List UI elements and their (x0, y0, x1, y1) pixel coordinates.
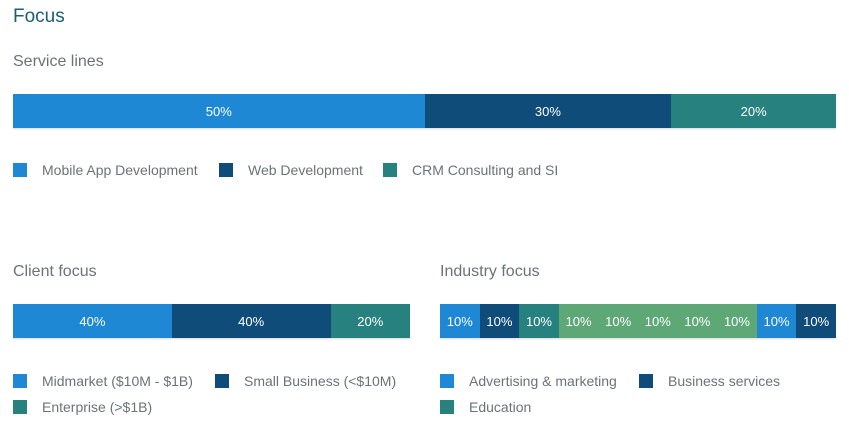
legend-item: Business services (639, 373, 829, 389)
legend-item: Education (440, 399, 639, 415)
legend-swatch (440, 374, 454, 388)
legend-item: Advertising & marketing (440, 373, 639, 389)
client-focus-bar: 40% 40% 20% (13, 304, 410, 339)
legend-swatch (215, 374, 229, 388)
industry-focus-bar: 10% 10% 10% 10% 10% 10% 10% 10% 10% 10% (440, 304, 836, 339)
legend-item: Enterprise (>$1B) (13, 399, 208, 415)
legend-label: Midmarket ($10M - $1B) (42, 373, 193, 389)
bar-segment: 10% (717, 304, 757, 338)
legend-label: Business services (668, 373, 781, 389)
bar-segment: 40% (171, 304, 331, 338)
service-lines-legend: Mobile App Development Web Development CRM… (13, 162, 836, 178)
legend-item: Small Business (<$10M) (215, 373, 410, 389)
page-title: Focus (13, 6, 65, 27)
bar-segment: 30% (424, 94, 672, 128)
legend-item: Mobile App Development (13, 162, 219, 178)
bar-segment: 10% (440, 304, 480, 338)
bar-segment: 10% (598, 304, 638, 338)
legend-label: CRM Consulting and SI (412, 162, 559, 178)
legend-item: Web Development (219, 162, 383, 178)
bar-segment: 10% (677, 304, 718, 338)
legend-swatch (219, 163, 233, 177)
bar-segment: 10% (796, 304, 836, 338)
legend-swatch (13, 374, 27, 388)
legend-swatch (13, 400, 27, 414)
bar-segment: 10% (519, 304, 559, 338)
bar-segment: 10% (558, 304, 599, 338)
legend-item: CRM Consulting and SI (383, 162, 683, 178)
bar-segment: 40% (13, 304, 172, 338)
legend-label: Enterprise (>$1B) (42, 399, 153, 415)
legend-swatch (440, 400, 454, 414)
legend-label: Web Development (248, 162, 363, 178)
legend-label: Advertising & marketing (469, 373, 617, 389)
legend-label: Mobile App Development (42, 162, 198, 178)
legend-label: Education (469, 399, 532, 415)
legend-swatch (639, 374, 653, 388)
bar-segment: 10% (637, 304, 678, 338)
bar-segment: 50% (13, 94, 425, 128)
service-lines-bar: 50% 30% 20% (13, 94, 836, 129)
bar-segment: 20% (330, 304, 410, 338)
bar-segment: 10% (756, 304, 797, 338)
legend-swatch (13, 163, 27, 177)
legend-label: Small Business (<$10M) (244, 373, 397, 389)
service-lines-title: Service lines (13, 53, 104, 70)
bar-segment: 20% (671, 94, 836, 128)
bar-segment: 10% (479, 304, 520, 338)
client-focus-title: Client focus (13, 263, 97, 280)
legend-swatch (383, 163, 397, 177)
client-focus-legend: Midmarket ($10M - $1B) Small Business (<$… (13, 373, 410, 415)
industry-focus-title: Industry focus (440, 263, 540, 280)
legend-item: Midmarket ($10M - $1B) (13, 373, 215, 389)
industry-focus-legend: Advertising & marketing Business services… (440, 373, 836, 415)
